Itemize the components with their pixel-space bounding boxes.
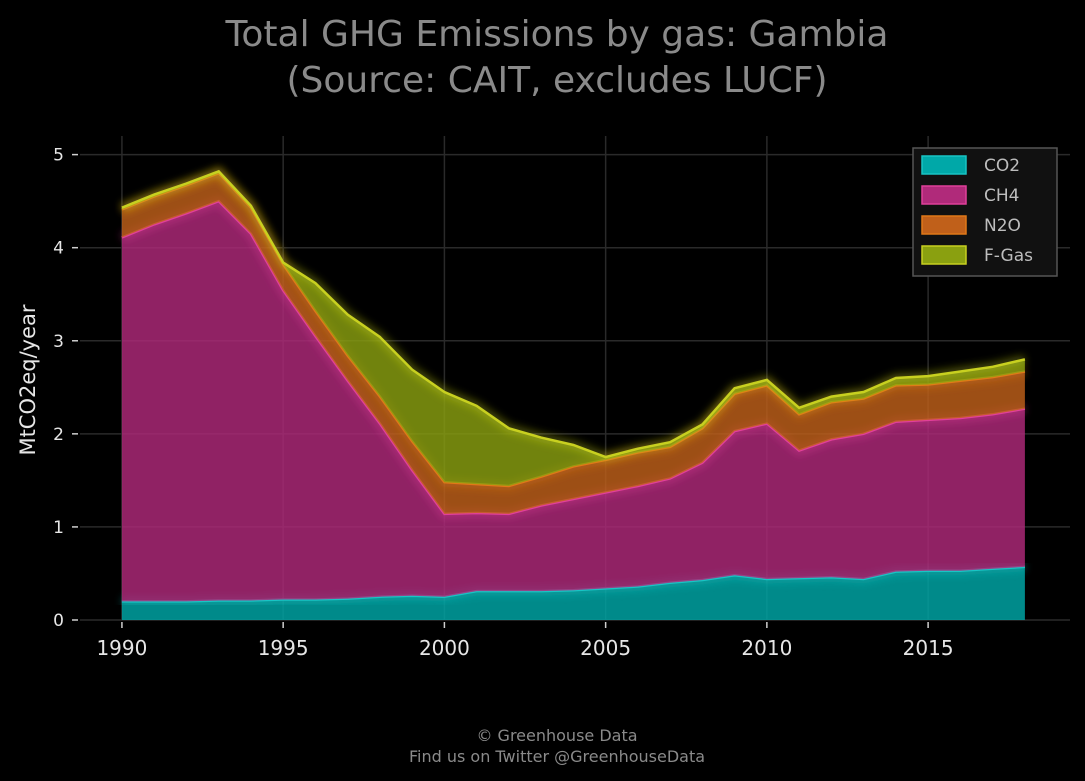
y-tick-label-4: 4 xyxy=(53,239,64,259)
x-tick-label-2000: 2000 xyxy=(419,636,470,660)
line-f-gas xyxy=(121,169,1026,459)
y-tick-label-2: 2 xyxy=(53,425,64,445)
stacked-areas xyxy=(120,166,1026,620)
x-tick-label-2015: 2015 xyxy=(903,636,954,660)
x-tick-label-2005: 2005 xyxy=(580,636,631,660)
chart-title-line-1: Total GHG Emissions by gas: Gambia xyxy=(225,14,889,55)
legend-label-n2o: N2O xyxy=(984,216,1021,236)
legend-label-co2: CO2 xyxy=(984,156,1020,176)
y-axis-label: MtCO2eq/year xyxy=(16,304,40,455)
legend-swatch-n2o xyxy=(921,215,967,235)
y-tick-label-5: 5 xyxy=(53,146,64,166)
legend-swatch-ch4 xyxy=(921,185,967,205)
axes: 0 1 2 3 4 5 1990 1995 2000 2005 2010 2015 xyxy=(53,146,953,660)
x-tick-label-1990: 1990 xyxy=(96,636,147,660)
x-tick-label-2010: 2010 xyxy=(741,636,792,660)
chart-title-line-2: (Source: CAIT, excludes LUCF) xyxy=(286,60,827,101)
footer-copyright: © Greenhouse Data xyxy=(476,726,637,745)
footer-twitter: Find us on Twitter @GreenhouseData xyxy=(409,747,705,766)
legend-label-f-gas: F-Gas xyxy=(984,246,1033,266)
y-tick-label-1: 1 xyxy=(53,518,64,538)
legend-label-ch4: CH4 xyxy=(984,186,1019,206)
y-tick-label-0: 0 xyxy=(53,611,64,631)
x-tick-label-1995: 1995 xyxy=(258,636,309,660)
area-ch4 xyxy=(121,201,1025,602)
area-n2o xyxy=(121,173,1025,514)
legend: CO2 CH4 N2O F-Gas xyxy=(912,147,1058,277)
legend-swatch-co2 xyxy=(921,155,967,175)
y-tick-label-3: 3 xyxy=(53,332,64,352)
legend-swatch-f-gas xyxy=(921,245,967,265)
